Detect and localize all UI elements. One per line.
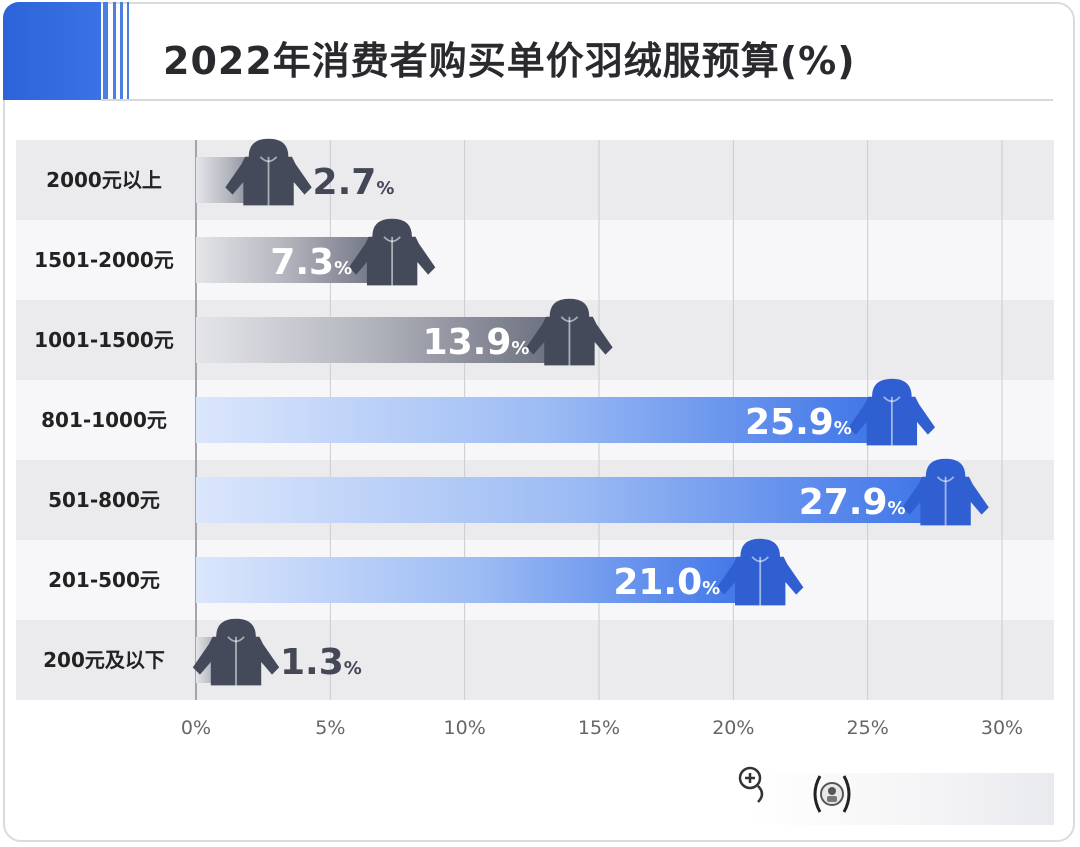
category-label: 2000元以上	[46, 168, 162, 192]
data-label: 7.3%	[270, 242, 352, 283]
down-jacket-icon	[902, 458, 989, 526]
row-band	[16, 620, 1054, 700]
row-band	[16, 220, 1054, 300]
data-label: 1.3%	[280, 642, 362, 683]
zoom-in-icon[interactable]	[736, 764, 768, 804]
viewer-toolbar	[752, 773, 1054, 825]
x-tick-labels: 0% 5% 10% 15% 20% 25% 30%	[181, 717, 1023, 739]
data-label: 25.9%	[745, 402, 852, 443]
chart-title: 2022年消费者购买单价羽绒服预算(%)	[163, 39, 856, 83]
x-tick-label: 30%	[981, 717, 1023, 739]
avatar-icon[interactable]	[806, 768, 858, 820]
x-tick-label: 25%	[847, 717, 889, 739]
x-tick-label: 15%	[578, 717, 620, 739]
down-jacket-icon	[348, 218, 436, 286]
down-jacket-icon	[225, 138, 312, 206]
category-labels: 2000元以上 1501-2000元 1001-1500元 801-1000元 501-…	[34, 168, 174, 672]
data-label: 2.7%	[313, 162, 395, 203]
row-bands	[16, 140, 1054, 700]
data-label: 21.0%	[613, 562, 720, 603]
down-jacket-icon	[526, 298, 613, 366]
data-label: 13.9%	[423, 322, 530, 363]
bar	[196, 557, 761, 603]
category-label: 1001-1500元	[34, 328, 174, 352]
category-label: 201-500元	[48, 568, 160, 592]
bar	[196, 477, 946, 523]
x-tick-label: 5%	[315, 717, 345, 739]
data-label: 27.9%	[799, 482, 906, 523]
x-tick-label: 0%	[181, 717, 211, 739]
x-tick-label: 20%	[712, 717, 754, 739]
title-accent-stripes	[103, 2, 131, 100]
category-label: 200元及以下	[43, 648, 165, 672]
row-band	[16, 140, 1054, 220]
title-accent-block	[3, 2, 101, 100]
down-jacket-icon	[717, 538, 804, 606]
down-jacket-icon	[192, 618, 280, 686]
category-label: 1501-2000元	[34, 248, 174, 272]
category-label: 801-1000元	[41, 408, 167, 432]
x-tick-label: 10%	[444, 717, 486, 739]
bars: 2.7% 7.3% 13.9% 25.9% 27.9% 21.0% 1.3%	[192, 138, 989, 686]
bar	[196, 397, 892, 443]
bar	[196, 317, 570, 363]
category-label: 501-800元	[48, 488, 160, 512]
title-divider	[101, 99, 1053, 101]
down-jacket-icon	[848, 378, 936, 446]
